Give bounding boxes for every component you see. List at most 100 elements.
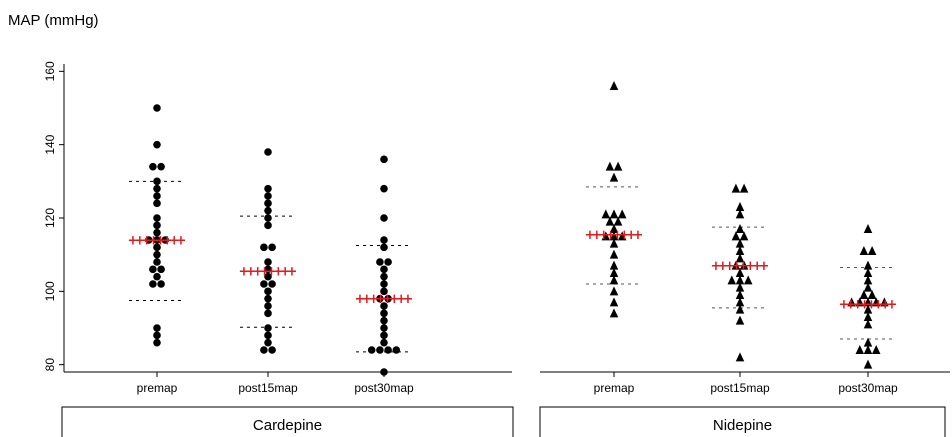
mean-marker: + (745, 259, 756, 274)
data-point (264, 184, 272, 193)
data-point (735, 246, 745, 255)
data-point (380, 287, 388, 296)
x-tick-label: premap (137, 381, 178, 395)
data-point (157, 265, 165, 274)
data-point (367, 346, 376, 354)
data-point (735, 297, 745, 307)
y-tick-label: 120 (43, 208, 57, 228)
mean-marker: + (717, 259, 728, 274)
data-point (735, 202, 745, 211)
data-point (735, 290, 745, 299)
mean-marker: + (852, 298, 863, 313)
data-point (863, 275, 873, 285)
data-point (153, 184, 161, 193)
data-point (264, 324, 272, 332)
data-point (153, 140, 161, 149)
mean-marker: + (266, 265, 277, 280)
data-point (863, 312, 873, 321)
data-point (601, 231, 611, 241)
data-point (153, 243, 161, 252)
data-point (264, 199, 272, 208)
data-point (609, 260, 619, 270)
mean-marker: + (396, 292, 407, 307)
mean-marker: + (389, 292, 400, 307)
data-point (384, 294, 392, 303)
data-point (609, 286, 619, 296)
data-point (380, 155, 388, 164)
data-point (609, 231, 619, 241)
mean-marker: + (752, 259, 763, 274)
data-point (735, 315, 745, 325)
data-point (153, 214, 161, 222)
data-point (153, 338, 161, 347)
mean-marker: + (845, 298, 856, 313)
data-point (731, 183, 741, 193)
data-point (863, 268, 873, 277)
data-point (859, 290, 869, 299)
data-point (264, 258, 272, 266)
mean-marker: + (626, 228, 637, 243)
data-point (264, 302, 272, 310)
data-point (880, 297, 889, 307)
x-tick-label: post30map (838, 381, 898, 395)
mean-marker: + (403, 292, 414, 307)
data-point (264, 148, 272, 156)
data-point (264, 287, 272, 296)
mean-marker: + (738, 259, 749, 274)
data-point (609, 268, 619, 277)
data-point (153, 250, 161, 259)
data-point (153, 104, 161, 112)
data-point (601, 209, 611, 219)
data-point (871, 345, 881, 354)
data-point (376, 294, 384, 303)
data-point (380, 272, 388, 281)
data-point (380, 324, 388, 332)
mean-marker: + (368, 292, 379, 307)
data-point (739, 183, 749, 193)
group-label: Nidepine (713, 417, 772, 434)
data-point (264, 265, 272, 274)
data-point (735, 352, 745, 362)
mean-marker: + (162, 234, 173, 249)
data-point (609, 172, 619, 182)
mean-marker: + (259, 265, 270, 280)
data-point (380, 265, 388, 274)
data-point (161, 236, 169, 244)
mean-marker: + (859, 298, 870, 313)
data-point (153, 331, 161, 340)
mean-marker: + (585, 228, 596, 243)
y-tick-label: 100 (43, 281, 57, 301)
data-point (153, 258, 161, 266)
mean-marker: + (148, 234, 159, 249)
mean-marker: + (134, 234, 145, 249)
data-point (609, 81, 619, 90)
data-point (264, 331, 272, 340)
data-point (609, 224, 619, 233)
data-point (863, 304, 873, 314)
data-point (867, 246, 877, 255)
data-point (260, 280, 268, 288)
data-point (384, 258, 392, 266)
mean-marker: + (155, 234, 166, 249)
x-tick-label: premap (594, 381, 635, 395)
data-point (153, 177, 161, 186)
data-point (268, 346, 276, 354)
mean-marker: + (273, 265, 284, 280)
data-point (153, 272, 161, 281)
data-point (380, 316, 388, 325)
data-point (380, 368, 388, 376)
data-point (264, 272, 272, 281)
mean-marker: + (382, 292, 393, 307)
mean-marker: + (239, 265, 250, 280)
data-point (735, 253, 745, 263)
data-point (855, 297, 865, 307)
data-point (149, 280, 157, 288)
mean-marker: + (355, 292, 366, 307)
data-point (149, 265, 157, 274)
data-point (153, 236, 161, 244)
data-point (731, 260, 741, 270)
data-point (863, 282, 873, 292)
data-point (384, 346, 392, 354)
mean-marker: + (880, 298, 891, 313)
